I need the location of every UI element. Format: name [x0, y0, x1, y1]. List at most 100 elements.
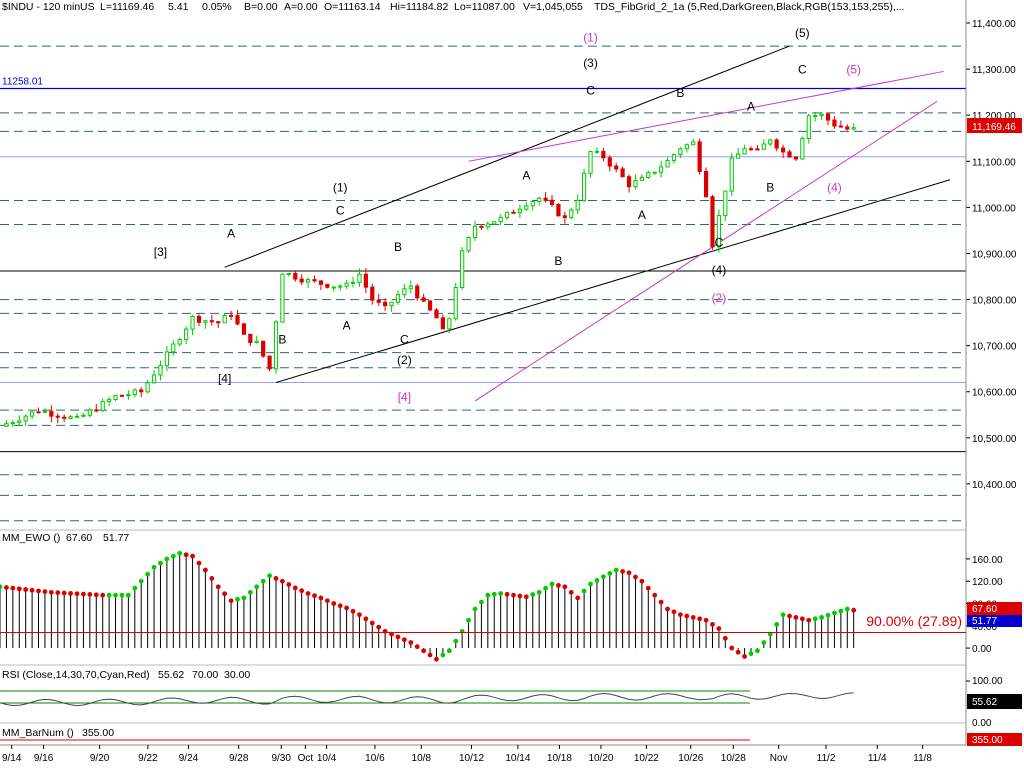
candle-body: [466, 237, 471, 252]
candle-body: [81, 414, 86, 417]
ewo-dot: [703, 617, 709, 623]
time-tick-label: 10/20: [588, 753, 613, 764]
candle-body: [376, 299, 381, 303]
candle-body: [813, 114, 818, 117]
ewo-dot: [466, 617, 471, 623]
ewo-dot: [318, 595, 324, 601]
candle-body: [62, 416, 67, 419]
candle-body: [17, 420, 22, 424]
ewo-dot: [87, 592, 93, 597]
ewo-dot: [138, 578, 144, 584]
candle-body: [74, 415, 80, 418]
candle-body: [582, 172, 587, 201]
candle-body: [395, 294, 401, 303]
ewo-dot: [434, 656, 439, 662]
ewo-dot: [799, 616, 805, 622]
candle-body: [838, 125, 843, 128]
rsi-upper: 70.00: [192, 669, 218, 681]
ewo-dot: [273, 576, 279, 581]
ewo-dot: [228, 598, 234, 604]
ewo-dot: [819, 615, 824, 620]
candle-body: [614, 165, 619, 170]
candle-body: [286, 272, 291, 275]
candle-body: [710, 196, 715, 248]
wave-label: (2): [712, 291, 727, 305]
ewo-dot: [164, 556, 170, 562]
candle-body: [825, 113, 831, 121]
wave-label: B: [554, 254, 562, 268]
candle-body: [325, 283, 330, 288]
header-bid: B=0.00: [244, 1, 278, 13]
candle-body: [434, 309, 439, 319]
ewo-dot: [81, 591, 86, 597]
ewo-dot: [350, 608, 356, 614]
wave-label: B: [394, 240, 402, 254]
candle-body: [273, 321, 279, 370]
chart-header: $INDU - 120 min US L=11169.46 5.41 0.05%…: [2, 1, 904, 13]
candle-body: [774, 139, 779, 149]
header-ask: A=0.00: [284, 1, 318, 13]
ewo-dot: [472, 606, 478, 612]
header-last: L=11169.46: [100, 1, 154, 13]
candle-body: [575, 199, 580, 211]
time-tick-label: 9/16: [34, 753, 54, 764]
wave-label: (1): [583, 30, 598, 44]
candle-body: [716, 215, 721, 248]
ewo-level-label: 90.00% (27.89): [866, 613, 962, 629]
ewo-dot: [485, 592, 491, 598]
ewo-dot: [459, 628, 465, 634]
candle-body: [196, 315, 202, 323]
wave-label: B: [676, 86, 684, 100]
time-tick-label: 9/20: [90, 753, 110, 764]
ewo-dot: [600, 574, 606, 580]
ewo-dot: [504, 591, 510, 597]
ewo-dot: [267, 573, 272, 579]
ewo-dot: [536, 589, 542, 595]
ewo-dot: [10, 585, 16, 591]
price-tick-label: 10,700.00: [972, 342, 1017, 353]
candle-body: [678, 148, 683, 156]
time-tick-label: 10/12: [459, 753, 484, 764]
wave-label: C: [400, 332, 409, 346]
candle-body: [299, 278, 304, 283]
ewo-dot: [851, 607, 857, 613]
price-tick-label: 10,400.00: [972, 480, 1017, 491]
ewo-tick-label: 40.00: [972, 622, 997, 633]
ewo-dot: [581, 588, 587, 594]
ewo-dot: [479, 599, 484, 605]
ewo-dot: [523, 594, 529, 600]
candle-body: [447, 318, 452, 330]
candle-body: [363, 273, 368, 288]
candle-body: [665, 160, 670, 168]
wave-label: A: [227, 226, 235, 240]
rsi-badge: [967, 694, 1022, 709]
price-grid: [0, 45, 966, 522]
ewo-dot: [511, 592, 516, 598]
candle-body: [228, 314, 234, 317]
price-tick-label: 10,600.00: [972, 388, 1017, 399]
ewo-dot: [183, 552, 189, 558]
candle-body: [241, 323, 247, 335]
ewo-dot: [382, 628, 388, 634]
candle-body: [543, 197, 548, 201]
ewo-dot: [491, 591, 497, 597]
ewo-badge-1: [967, 602, 1022, 615]
price-tick-label: 11,400.00: [972, 19, 1016, 30]
time-tick-label: 10/22: [634, 753, 659, 764]
wave-label: (1): [333, 180, 348, 194]
candle-body: [42, 410, 48, 413]
rsi-tick-100: 100.00: [972, 676, 1003, 687]
candle-body: [460, 250, 465, 288]
ewo-badge-1-text: 67.60: [972, 604, 997, 615]
time-tick-label: 9/30: [271, 753, 291, 764]
candle-body: [832, 119, 837, 127]
candle-body: [171, 343, 176, 353]
ewo-dot: [331, 601, 337, 606]
candle-body: [761, 143, 766, 150]
wave-label: (4): [712, 263, 727, 277]
ewo-dot: [151, 564, 157, 570]
time-tick-label: Nov: [770, 753, 788, 764]
candle-body: [504, 211, 510, 218]
wave-label: A: [747, 100, 755, 114]
candle-body: [588, 151, 593, 174]
